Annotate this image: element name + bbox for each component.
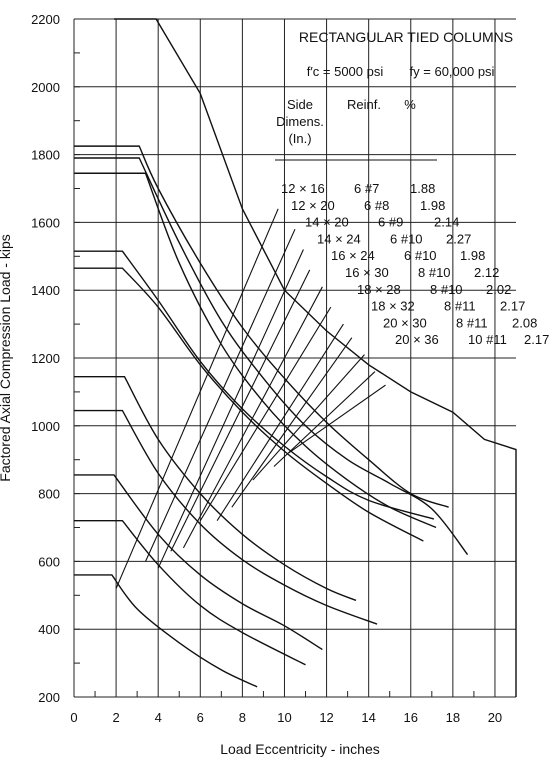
y-tick-label: 1400 — [31, 283, 60, 298]
capacity-envelope-line — [113, 18, 517, 697]
legend-pct: 2.17 — [500, 299, 525, 314]
legend-dims: 12 × 16 — [281, 181, 325, 196]
leader-line — [288, 384, 386, 454]
x-tick-label: 4 — [155, 710, 162, 725]
series-curves — [74, 145, 469, 688]
y-tick-label: 600 — [38, 554, 60, 569]
legend-reinf: 8 #10 — [430, 282, 463, 297]
leader-line — [252, 354, 365, 481]
legend-reinf: 10 #11 — [468, 332, 507, 347]
legend-pct: 2.14 — [434, 215, 459, 230]
y-tick-label: 400 — [38, 622, 60, 637]
series-curve-6 — [74, 267, 424, 542]
series-curve-1 — [74, 574, 258, 688]
legend-pct: 1.88 — [410, 181, 435, 196]
legend-dims: 18 × 32 — [371, 299, 415, 314]
chart-title: RECTANGULAR TIED COLUMNS — [299, 29, 513, 45]
fc-label: f′c = 5000 psi — [307, 64, 384, 79]
x-tick-labels: 0 2 4 6 8 10 12 14 16 18 20 — [70, 710, 502, 725]
legend-reinf: 8 #10 — [418, 265, 451, 280]
y-tick-label: 200 — [38, 690, 60, 705]
legend-header-dims: Side Dimens. (In.) — [276, 97, 324, 146]
legend-pct: 2.12 — [474, 265, 499, 280]
legend-pct: 2.02 — [486, 282, 511, 297]
leader-line — [216, 323, 344, 522]
legend-pct: 2.08 — [512, 315, 537, 330]
x-tick-label: 20 — [488, 710, 502, 725]
x-tick-label: 10 — [277, 710, 291, 725]
legend-reinf: 6 #7 — [354, 181, 379, 196]
y-axis-title: Factored Axial Compression Load - kips — [0, 234, 13, 481]
x-tick-label: 16 — [404, 710, 418, 725]
y-tick-label: 800 — [38, 487, 60, 502]
x-tick-label: 6 — [197, 710, 204, 725]
legend-dims: 16 × 24 — [331, 248, 375, 263]
leader-lines — [115, 208, 386, 589]
legend-reinf: 6 #10 — [404, 248, 437, 263]
legend-pct: 2.27 — [446, 231, 471, 246]
leader-line — [182, 286, 323, 549]
x-tick-label: 12 — [319, 710, 333, 725]
legend-reinf: 6 #8 — [364, 198, 389, 213]
leader-line — [231, 337, 353, 508]
y-tick-label: 2000 — [31, 80, 60, 95]
legend-dims: 16 × 30 — [345, 265, 389, 280]
legend-dims: 12 × 20 — [291, 198, 335, 213]
legend-header-reinf: Reinf. — [347, 97, 381, 112]
y-tick-label: 1000 — [31, 419, 60, 434]
series-curve-5 — [74, 375, 357, 602]
leader-line — [157, 249, 304, 569]
x-axis-title: Load Eccentricity - inches — [220, 741, 380, 757]
y-tick-label: 2200 — [31, 12, 60, 27]
series-curve-2 — [74, 520, 306, 666]
y-tick-labels: 200 400 600 800 1000 1200 1400 1600 1800 2000 2200 — [31, 12, 60, 705]
legend-rows: 12 × 16 6 #7 1.88 12 × 20 6 #8 1.98 14 × 20 6 #… — [281, 181, 549, 347]
legend-reinf: 8 #11 — [444, 299, 476, 314]
y-tick-label: 1600 — [31, 215, 60, 230]
fy-label: fy = 60,000 psi — [410, 64, 495, 79]
legend-header-pct: % — [404, 97, 416, 112]
y-tick-label: 1800 — [31, 148, 60, 163]
legend-dims: 20 × 36 — [395, 332, 439, 347]
series-curve-3 — [74, 474, 323, 651]
legend-dims: 20 × 30 — [383, 315, 427, 330]
legend-dims: 14 × 20 — [305, 215, 349, 230]
legend-pct: 2.17 — [524, 332, 549, 347]
x-tick-label: 0 — [70, 710, 77, 725]
leader-line — [145, 228, 296, 562]
legend-reinf: 6 #9 — [378, 215, 403, 230]
series-curve-7 — [74, 250, 435, 520]
x-tick-label: 14 — [361, 710, 375, 725]
y-tick-label: 1200 — [31, 351, 60, 366]
legend-pct: 1.98 — [460, 248, 485, 263]
leader-line — [115, 208, 279, 589]
legend-dims: 18 × 28 — [357, 282, 401, 297]
series-curve-9 — [74, 145, 449, 508]
x-tick-label: 8 — [239, 710, 246, 725]
series-curve-8 — [74, 172, 437, 529]
legend-reinf: 8 #11 — [456, 315, 488, 330]
legend-pct: 1.98 — [420, 198, 445, 213]
series-curve-4 — [74, 409, 378, 625]
leader-line — [199, 306, 332, 522]
legend-dims: 14 × 24 — [317, 231, 361, 246]
legend-reinf: 6 #10 — [390, 231, 423, 246]
x-tick-label: 2 — [112, 710, 119, 725]
series-curve-10 — [74, 157, 469, 556]
x-tick-label: 18 — [446, 710, 460, 725]
